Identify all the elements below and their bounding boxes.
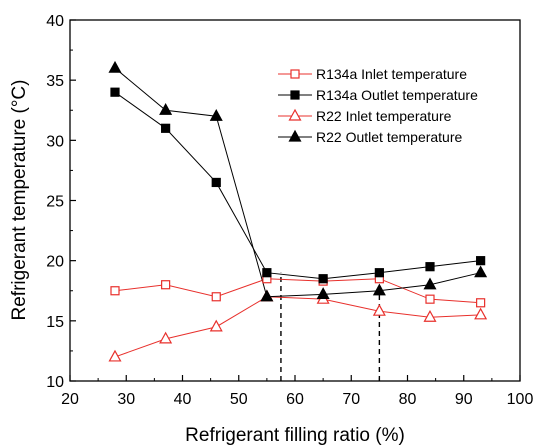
r22-inlet-temperature-line (114, 296, 481, 358)
r134a-outlet-temperature-point (476, 256, 486, 266)
r22-outlet-temperature-point (423, 277, 437, 290)
series-lines (114, 67, 481, 358)
legend-marker-r22-outlet-temperature (288, 129, 302, 142)
r22-inlet-temperature-point (423, 309, 437, 322)
x-axis-title: Refrigerant filling ratio (%) (185, 425, 405, 446)
r22-inlet-temperature-point (474, 307, 488, 320)
r134a-inlet-temperature-point (211, 292, 221, 302)
y-tick-label: 15 (46, 314, 64, 331)
r134a-inlet-temperature-point (110, 286, 120, 296)
y-tick-label: 30 (46, 133, 64, 150)
legend: R134a Inlet temperature R134a Outlet temp… (278, 66, 478, 145)
y-tick-label: 35 (46, 73, 64, 90)
r134a-outlet-temperature-point (262, 268, 272, 278)
y-tick-label: 10 (46, 374, 64, 391)
y-axis-title: Refrigerant temperature (°C) (9, 80, 30, 321)
x-tick-label: 80 (399, 391, 417, 408)
x-tick-label: 90 (455, 391, 473, 408)
legend-marker-r22-inlet-temperature (288, 108, 302, 121)
r134a-outlet-temperature-point (374, 268, 384, 278)
r22-inlet-temperature-point (159, 331, 173, 344)
r22-outlet-temperature-point (108, 60, 122, 73)
r22-outlet-temperature-point (316, 287, 330, 299)
y-tick-label: 25 (46, 194, 64, 211)
x-tick-label: 60 (286, 391, 304, 408)
r22-outlet-temperature-point (372, 283, 386, 296)
r134a-outlet-temperature-point (425, 262, 435, 272)
legend-marker-r134a-inlet-temperature (290, 69, 300, 79)
r134a-inlet-temperature-point (476, 298, 486, 308)
x-tick-label: 70 (342, 391, 360, 408)
y-axis-ticks: 10 15 20 25 30 35 40 (46, 13, 76, 391)
r22-outlet-temperature-point (159, 103, 173, 115)
r22-outlet-temperature-point (209, 109, 223, 121)
r134a-outlet-temperature-point (211, 177, 221, 188)
legend-label-r134a-outlet-temperature: R134a Outlet temperature (316, 87, 478, 103)
y-tick-label: 20 (46, 254, 64, 271)
r134a-inlet-temperature-point (425, 294, 435, 304)
x-tick-label: 30 (117, 391, 135, 408)
r22-outlet-temperature-point (260, 289, 274, 302)
r134a-outlet-temperature-point (318, 274, 328, 284)
x-tick-label: 40 (174, 391, 192, 408)
r22-inlet-temperature-point (108, 349, 122, 362)
r134a-inlet-temperature-line (114, 278, 481, 304)
legend-label-r22-outlet-temperature: R22 Outlet temperature (316, 129, 463, 145)
r134a-outlet-temperature-point (161, 123, 171, 133)
legend-label-r134a-inlet-temperature: R134a Inlet temperature (316, 66, 467, 82)
legend-label-r22-inlet-temperature: R22 Inlet temperature (316, 108, 452, 124)
r22-inlet-temperature-point (209, 319, 223, 332)
r22-outlet-temperature-line (114, 67, 481, 298)
series-markers (108, 60, 488, 362)
legend-marker-r134a-outlet-temperature (290, 90, 300, 100)
r134a-inlet-temperature-point (161, 280, 171, 290)
r134a-outlet-temperature-point (110, 87, 120, 97)
r134a-outlet-temperature-line (114, 91, 481, 280)
x-tick-label: 100 (507, 391, 534, 408)
x-axis-ticks: 20 30 40 50 60 70 80 90 100 (61, 375, 533, 408)
y-tick-label: 40 (46, 13, 64, 30)
r22-outlet-temperature-point (474, 265, 488, 278)
x-tick-label: 50 (230, 391, 248, 408)
reference-lines (280, 272, 381, 381)
r22-inlet-temperature-point (372, 303, 386, 316)
x-tick-label: 20 (61, 391, 79, 408)
